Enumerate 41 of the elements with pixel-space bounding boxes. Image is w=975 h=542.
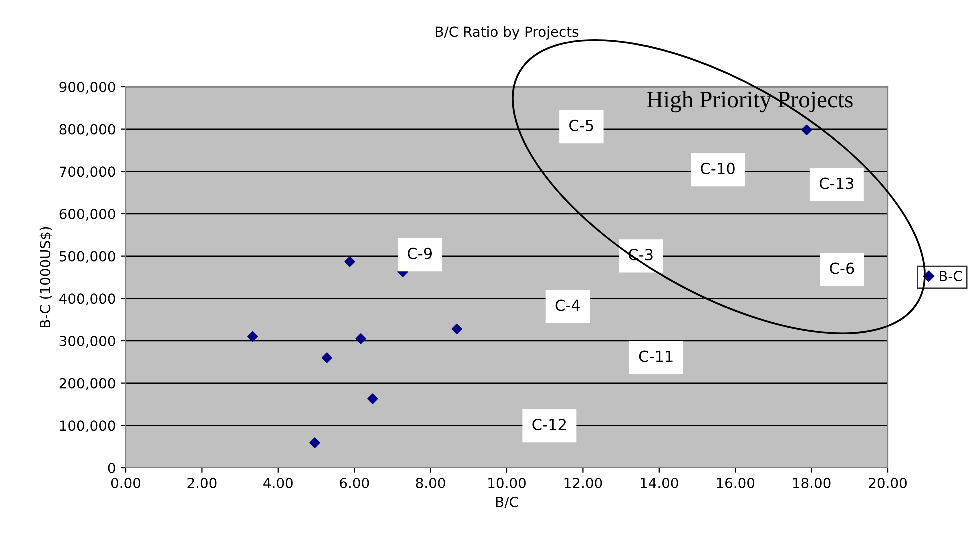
point <box>356 334 366 344</box>
point <box>452 324 462 334</box>
annotation: C-9 <box>408 248 432 260</box>
annotation: C-4 <box>556 300 580 312</box>
annotation: C-5 <box>570 120 594 132</box>
y-tick-label: 400,000 <box>60 294 116 306</box>
point <box>248 331 258 342</box>
y-tick-label: 200,000 <box>60 378 116 390</box>
x-tick-label: 4.00 <box>264 478 293 488</box>
y-tick-label: 900,000 <box>60 82 116 94</box>
y-tick-label: 600,000 <box>60 208 116 221</box>
y-tick-label: 800,000 <box>60 124 116 136</box>
y-axis-title: B-C (1000US$) <box>40 227 52 328</box>
x-tick-label: 16.00 <box>717 478 755 488</box>
chart-title: B/C Ratio by Projects <box>436 26 579 40</box>
point <box>344 256 356 268</box>
annotation: C-11 <box>639 350 673 362</box>
point <box>368 394 378 404</box>
y-tick-label: 0 <box>108 462 116 474</box>
legend-label: B-C <box>940 271 962 282</box>
annotation: C-10 <box>701 162 735 174</box>
point <box>802 124 812 136</box>
x-tick-label: 18.00 <box>793 478 831 488</box>
y-tick-label: 100,000 <box>60 420 116 433</box>
point <box>322 352 332 364</box>
y-tick-label: 300,000 <box>60 336 116 348</box>
annotation: C-6 <box>830 262 854 274</box>
x-tick-label: 8.00 <box>416 478 446 488</box>
y-tick-label: 500,000 <box>60 251 116 264</box>
x-tick-label: 12.00 <box>564 478 602 488</box>
annotation: C-12 <box>532 418 566 431</box>
x-tick-label: 6.00 <box>340 478 370 488</box>
x-tick-label: 2.00 <box>188 478 217 488</box>
x-tick-label: 0.00 <box>111 478 141 488</box>
x-tick-label: 14.00 <box>641 478 678 488</box>
x-axis-title: B/C <box>496 496 518 509</box>
x-tick-label: 20.00 <box>869 478 907 488</box>
x-tick-label: 10.00 <box>488 478 526 488</box>
y-tick-label: 700,000 <box>60 166 116 179</box>
point <box>310 438 320 448</box>
annotation: C-13 <box>820 178 854 190</box>
